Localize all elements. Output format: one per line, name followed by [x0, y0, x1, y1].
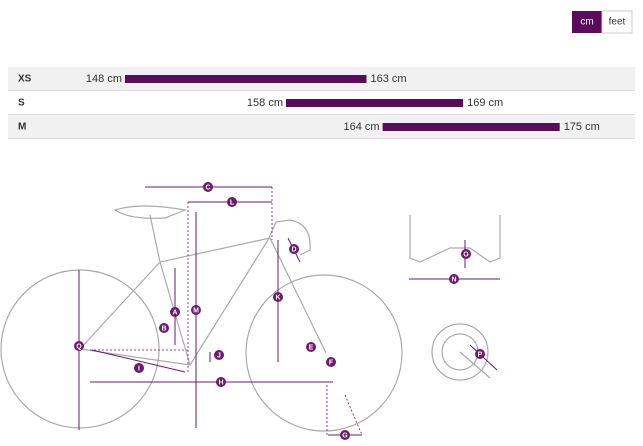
label-marker	[203, 182, 213, 192]
label-marker	[273, 292, 283, 302]
dimension-letter: N	[451, 276, 456, 283]
toggle-option[interactable]: feet	[609, 17, 626, 28]
size-range-bar	[382, 123, 560, 131]
size-range-bar	[286, 99, 464, 107]
label-marker	[134, 363, 144, 373]
dimension-letter: E	[309, 344, 314, 351]
label-marker	[306, 342, 316, 352]
rear-wheel	[0, 269, 160, 429]
dimension-letter: I	[138, 365, 140, 372]
front-wheel	[245, 274, 403, 432]
size-table: XS 148 cm 163 cm S 158 cm 169 cm M 164 cm 175 cm	[8, 67, 635, 139]
min-height-label: 164 cm	[344, 121, 380, 133]
diagram-labels: C L D O N K M A B Q J E F I H G P	[74, 182, 485, 440]
toggle-bg	[601, 10, 633, 34]
dimension-letter: A	[172, 309, 177, 316]
label-marker	[326, 357, 336, 367]
frame	[79, 214, 327, 366]
label-marker	[159, 323, 169, 333]
label-marker	[216, 377, 226, 387]
dimension-letter: G	[342, 432, 348, 439]
label-marker	[461, 249, 471, 259]
dimension-letter: P	[478, 351, 483, 358]
max-height-label: 175 cm	[564, 121, 600, 133]
size-label: XS	[18, 74, 32, 85]
dimension-letter: M	[193, 307, 199, 314]
saddle	[113, 205, 188, 219]
toggle-active-bg	[572, 11, 602, 33]
label-marker	[475, 349, 485, 359]
dimension-letter: H	[218, 379, 223, 386]
dimension-letter: K	[275, 294, 280, 301]
label-marker	[227, 197, 237, 207]
label-marker	[449, 274, 459, 284]
dimension-letter: B	[161, 325, 166, 332]
size-label: M	[18, 122, 26, 133]
dimension-letter: L	[230, 199, 235, 206]
row-bg	[8, 115, 635, 138]
dimension-letter: J	[217, 352, 221, 359]
label-marker	[340, 430, 350, 440]
bike-diagram	[0, 186, 501, 436]
guide-lines	[90, 187, 363, 436]
dimension-letter: C	[205, 184, 210, 191]
label-marker	[191, 305, 201, 315]
label-marker	[214, 350, 224, 360]
label-marker	[74, 341, 84, 351]
max-height-label: 163 cm	[371, 73, 407, 85]
label-marker	[170, 307, 180, 317]
dimension-letter: O	[463, 251, 469, 258]
label-marker	[289, 244, 299, 254]
dimension-letter: D	[291, 246, 296, 253]
size-label: S	[18, 98, 25, 109]
toggle-option[interactable]: cm	[580, 17, 593, 28]
chainring	[431, 323, 489, 381]
min-height-label: 148 cm	[86, 73, 122, 85]
dimension-letter: Q	[76, 343, 82, 350]
handlebar	[409, 215, 501, 263]
crank	[459, 351, 491, 379]
min-height-label: 158 cm	[247, 97, 283, 109]
max-height-label: 169 cm	[467, 97, 503, 109]
dimension-letter: F	[329, 359, 334, 366]
unit-toggle: cm feet	[572, 10, 633, 34]
size-range-bar	[125, 75, 367, 83]
